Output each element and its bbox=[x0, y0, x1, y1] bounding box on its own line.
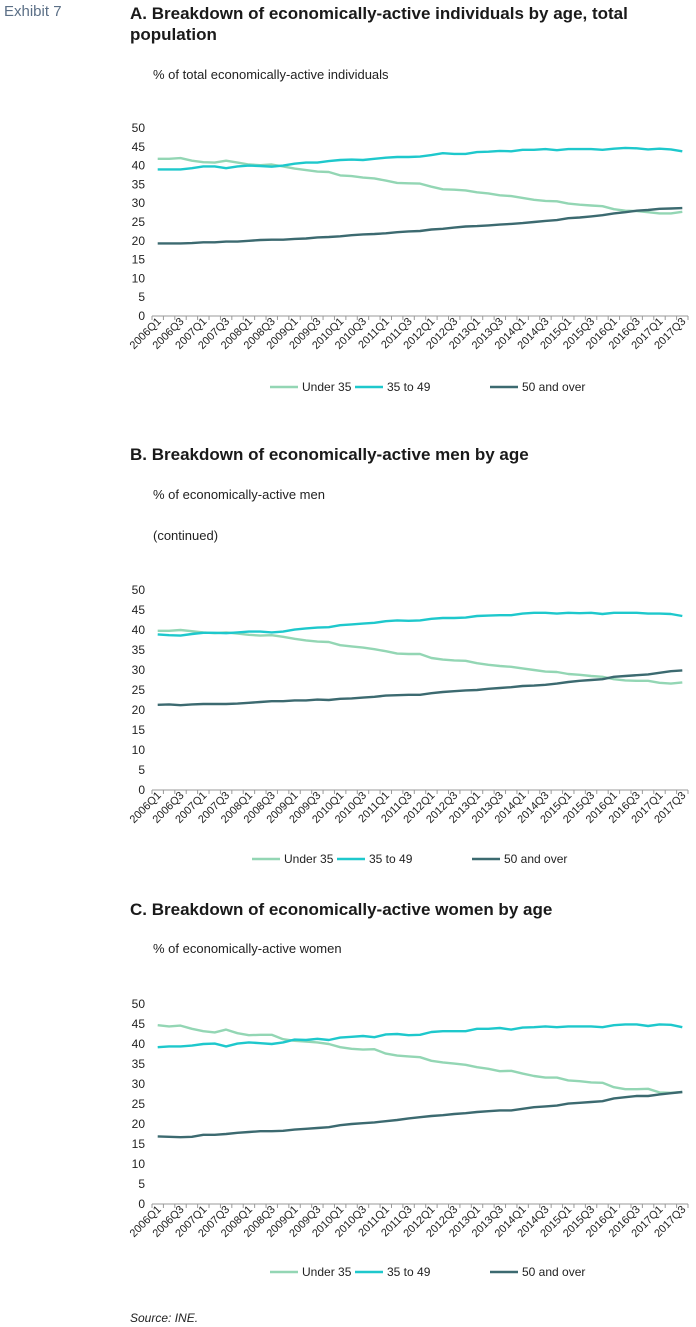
y-tick-label: 20 bbox=[132, 703, 146, 717]
panel-b-note: (continued) bbox=[153, 528, 219, 543]
y-tick-label: 40 bbox=[132, 623, 146, 637]
series-line-1 bbox=[157, 146, 683, 171]
y-tick-label: 0 bbox=[138, 783, 145, 797]
y-tick-label: 35 bbox=[132, 1057, 146, 1071]
y-tick-label: 35 bbox=[132, 177, 146, 191]
series-line-1 bbox=[157, 1023, 683, 1049]
legend-label: 50 and over bbox=[522, 1265, 585, 1279]
y-tick-label: 40 bbox=[132, 159, 146, 173]
legend-label: 35 to 49 bbox=[369, 852, 413, 866]
legend-label: Under 35 bbox=[302, 380, 352, 394]
panel-b-line-chart: 051015202530354045502006Q12006Q32007Q120… bbox=[128, 583, 689, 866]
y-tick-label: 30 bbox=[132, 196, 146, 210]
panel-a-title-line1: A. Breakdown of economically-active indi… bbox=[130, 4, 628, 23]
y-tick-label: 15 bbox=[132, 1137, 146, 1151]
series-line-2 bbox=[157, 1090, 683, 1139]
legend-label: Under 35 bbox=[302, 1265, 352, 1279]
y-tick-label: 5 bbox=[138, 290, 145, 304]
panel-b-title: B. Breakdown of economically-active men … bbox=[130, 445, 529, 464]
source-note: Source: INE. bbox=[130, 1311, 199, 1325]
y-tick-label: 10 bbox=[132, 271, 146, 285]
y-tick-label: 20 bbox=[132, 234, 146, 248]
y-tick-label: 15 bbox=[132, 253, 146, 267]
panel-c-title: C. Breakdown of economically-active wome… bbox=[130, 900, 553, 919]
y-tick-label: 45 bbox=[132, 603, 146, 617]
panel-b-subtitle: % of economically-active men bbox=[153, 487, 325, 502]
series-line-2 bbox=[157, 669, 683, 707]
y-tick-label: 25 bbox=[132, 215, 146, 229]
y-tick-label: 25 bbox=[132, 683, 146, 697]
y-tick-label: 15 bbox=[132, 723, 146, 737]
y-tick-label: 0 bbox=[138, 1197, 145, 1211]
y-tick-label: 45 bbox=[132, 1017, 146, 1031]
panel-c-subtitle: % of economically-active women bbox=[153, 941, 342, 956]
y-tick-label: 5 bbox=[138, 763, 145, 777]
y-tick-label: 50 bbox=[132, 997, 146, 1011]
legend-label: 50 and over bbox=[504, 852, 567, 866]
panel-a-line-chart: 051015202530354045502006Q12006Q32007Q120… bbox=[128, 121, 689, 394]
y-tick-label: 20 bbox=[132, 1117, 146, 1131]
panel-a-subtitle: % of total economically-active individua… bbox=[153, 67, 389, 82]
y-tick-label: 5 bbox=[138, 1177, 145, 1191]
series-line-1 bbox=[157, 611, 683, 637]
panel-a-title: A. Breakdown of economically-active indi… bbox=[130, 3, 628, 45]
y-tick-label: 50 bbox=[132, 583, 146, 597]
series-line-0 bbox=[157, 1024, 683, 1095]
series-line-0 bbox=[157, 156, 683, 215]
y-tick-label: 35 bbox=[132, 643, 146, 657]
legend-label: 50 and over bbox=[522, 380, 585, 394]
legend-label: Under 35 bbox=[284, 852, 334, 866]
series-line-0 bbox=[157, 628, 683, 685]
y-tick-label: 40 bbox=[132, 1037, 146, 1051]
series-line-2 bbox=[157, 206, 683, 245]
legend-label: 35 to 49 bbox=[387, 380, 431, 394]
y-tick-label: 50 bbox=[132, 121, 146, 135]
y-tick-label: 10 bbox=[132, 743, 146, 757]
panel-c-line-chart: 051015202530354045502006Q12006Q32007Q120… bbox=[128, 997, 689, 1279]
y-tick-label: 45 bbox=[132, 140, 146, 154]
y-tick-label: 30 bbox=[132, 1077, 146, 1091]
y-tick-label: 0 bbox=[138, 309, 145, 323]
y-tick-label: 30 bbox=[132, 663, 146, 677]
legend-label: 35 to 49 bbox=[387, 1265, 431, 1279]
panel-a-title-line2: population bbox=[130, 25, 217, 44]
exhibit-label: Exhibit 7 bbox=[4, 3, 62, 20]
y-tick-label: 10 bbox=[132, 1157, 146, 1171]
y-tick-label: 25 bbox=[132, 1097, 146, 1111]
